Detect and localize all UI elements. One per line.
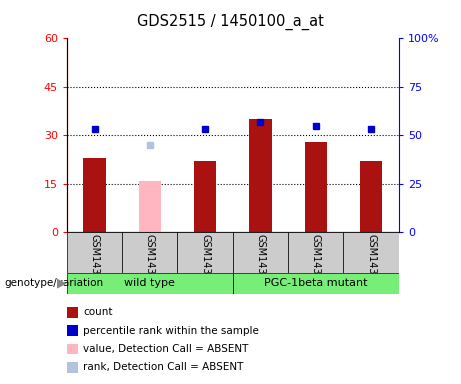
Text: ▶: ▶ <box>58 276 67 290</box>
Text: GSM143415: GSM143415 <box>366 234 376 293</box>
Text: genotype/variation: genotype/variation <box>5 278 104 288</box>
Text: count: count <box>83 307 112 317</box>
Bar <box>305 142 327 232</box>
Text: PGC-1beta mutant: PGC-1beta mutant <box>264 278 367 288</box>
Bar <box>83 158 106 232</box>
Bar <box>249 119 272 232</box>
Text: GSM143414: GSM143414 <box>311 234 321 293</box>
Bar <box>343 232 399 273</box>
Text: GSM143411: GSM143411 <box>145 234 155 293</box>
Bar <box>360 161 382 232</box>
Bar <box>67 232 122 273</box>
Text: GDS2515 / 1450100_a_at: GDS2515 / 1450100_a_at <box>137 13 324 30</box>
Text: value, Detection Call = ABSENT: value, Detection Call = ABSENT <box>83 344 248 354</box>
Bar <box>122 232 177 273</box>
Bar <box>233 273 399 294</box>
Bar <box>67 273 233 294</box>
Text: rank, Detection Call = ABSENT: rank, Detection Call = ABSENT <box>83 362 243 372</box>
Text: percentile rank within the sample: percentile rank within the sample <box>83 326 259 336</box>
Bar <box>139 180 161 232</box>
Text: GSM143413: GSM143413 <box>255 234 266 293</box>
Bar <box>194 161 216 232</box>
Bar <box>233 232 288 273</box>
Text: GSM143412: GSM143412 <box>200 234 210 293</box>
Bar <box>177 232 233 273</box>
Bar <box>288 232 343 273</box>
Text: wild type: wild type <box>124 278 175 288</box>
Text: GSM143409: GSM143409 <box>89 234 100 293</box>
